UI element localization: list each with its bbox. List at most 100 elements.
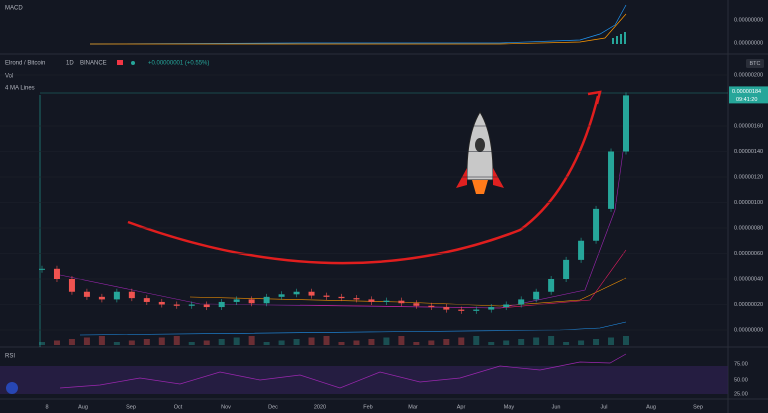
volume [578, 340, 585, 345]
candle [518, 299, 525, 305]
rsi-title: RSI [5, 354, 15, 360]
volume [218, 339, 225, 345]
volume [563, 342, 570, 345]
candle [53, 268, 60, 279]
last-price-box [729, 86, 768, 104]
x-tick: Aug [646, 404, 656, 410]
volume [248, 336, 255, 345]
x-tick: Sep [693, 404, 703, 410]
x-tick: Jul [600, 404, 607, 410]
volume [39, 342, 45, 345]
volume [323, 336, 330, 345]
volume [383, 337, 390, 345]
candle [458, 309, 465, 311]
price-tick: 0.00000160 [734, 123, 763, 129]
macd-axis: 0.00000000 [734, 40, 763, 46]
candle [113, 291, 120, 300]
candle [548, 279, 555, 292]
candle [173, 304, 180, 306]
candle [353, 298, 360, 300]
volume [593, 339, 600, 345]
countdown: 09:41:20 [736, 97, 757, 103]
candle [68, 279, 75, 292]
volume [488, 342, 495, 345]
volume [458, 337, 465, 345]
candle [98, 296, 105, 300]
candle [563, 259, 570, 279]
volume [353, 340, 360, 345]
price-tick: 0.00000100 [734, 200, 763, 206]
candle [473, 309, 480, 311]
volume [473, 336, 480, 345]
interval: 1D [66, 61, 74, 67]
x-tick: Jun [552, 404, 561, 410]
candle [443, 307, 450, 310]
price-tick: 0.00000120 [734, 174, 763, 180]
volume [368, 339, 375, 345]
x-tick: 8 [45, 404, 48, 410]
candle [128, 291, 135, 299]
volume [263, 342, 270, 345]
candle [323, 295, 330, 297]
volume [533, 337, 540, 345]
vol-label: Vol [5, 74, 13, 80]
volume [173, 336, 180, 345]
volume [608, 337, 615, 345]
x-tick: Feb [363, 404, 372, 410]
volume [413, 342, 420, 345]
candle [428, 305, 435, 308]
candle [593, 208, 600, 241]
x-tick: Nov [221, 404, 231, 410]
volume [308, 337, 315, 345]
candle [233, 299, 240, 302]
candle [608, 151, 615, 209]
rsi-tick: 25.00 [734, 391, 748, 397]
volume [203, 340, 210, 345]
volume [518, 339, 525, 345]
price-tick: 0.00000000 [734, 327, 763, 333]
candle [203, 304, 210, 308]
last-price: 0.00000184 [732, 89, 761, 95]
exchange: BINANCE [80, 61, 107, 67]
candle [39, 268, 45, 270]
candle [413, 303, 420, 306]
volume [83, 337, 90, 345]
volume [113, 342, 120, 345]
volume [143, 339, 150, 345]
price-tick: 0.00000020 [734, 302, 763, 308]
candle [278, 294, 285, 297]
price-tick: 0.00000140 [734, 149, 763, 155]
x-tick: Sep [126, 404, 136, 410]
candle [338, 296, 345, 299]
currency-button[interactable] [746, 59, 764, 68]
rsi-tick: 50.00 [734, 377, 748, 383]
candle [578, 240, 585, 260]
flag[interactable] [117, 60, 123, 65]
volume [443, 339, 450, 345]
candle [368, 299, 375, 302]
candle [263, 296, 270, 304]
volume [188, 342, 195, 345]
symbol: Elrond / Bitcoin [5, 61, 45, 67]
x-tick: Mar [408, 404, 418, 410]
volume [293, 339, 300, 345]
x-tick: 2020 [314, 404, 326, 410]
volume [128, 340, 135, 345]
volume [398, 336, 405, 345]
volume [278, 340, 285, 345]
x-tick: Dec [268, 404, 278, 410]
currency: BTC [750, 61, 761, 67]
candle [623, 95, 629, 152]
price-tick: 0.00000080 [734, 225, 763, 231]
candle [293, 291, 300, 295]
volume [428, 340, 435, 345]
price-tick: 0.00000200 [734, 72, 763, 78]
x-tick: Aug [78, 404, 88, 410]
macd-title: MACD [5, 6, 23, 12]
ma-label: 4 MA Lines [5, 86, 35, 92]
candle [188, 304, 195, 306]
logo[interactable] [6, 382, 18, 394]
candle [83, 291, 90, 297]
candle [533, 291, 540, 300]
